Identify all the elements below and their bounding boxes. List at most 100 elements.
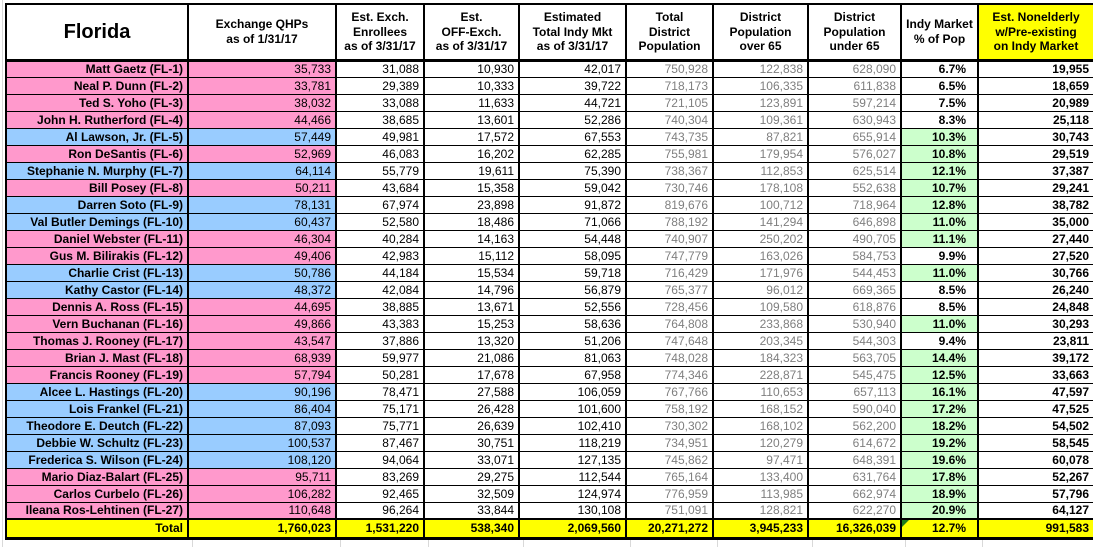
cell-est-total-indy-mkt[interactable]: 51,206 bbox=[518, 331, 627, 350]
cell-population-under-65[interactable]: 625,514 bbox=[807, 161, 902, 180]
total-est-exch-enrollees[interactable]: 1,531,220 bbox=[335, 518, 425, 540]
cell-population-over-65[interactable]: 122,838 bbox=[712, 59, 809, 78]
cell-est-off-exch[interactable]: 21,086 bbox=[423, 348, 520, 367]
cell-representative-name[interactable]: Ron DeSantis (FL-6) bbox=[5, 144, 189, 163]
cell-est-total-indy-mkt[interactable]: 44,721 bbox=[518, 93, 627, 112]
cell-exchange-qhps[interactable]: 49,406 bbox=[187, 246, 337, 265]
cell-exchange-qhps[interactable]: 44,466 bbox=[187, 110, 337, 129]
cell-population-over-65[interactable]: 97,471 bbox=[712, 450, 809, 469]
cell-indy-market-pct[interactable]: 8.5% bbox=[900, 297, 979, 316]
cell-est-exch-enrollees[interactable]: 44,184 bbox=[335, 263, 425, 282]
cell-est-nonelderly-preexisting[interactable]: 26,240 bbox=[977, 280, 1093, 299]
cell-est-nonelderly-preexisting[interactable]: 54,502 bbox=[977, 416, 1093, 435]
cell-exchange-qhps[interactable]: 50,786 bbox=[187, 263, 337, 282]
cell-indy-market-pct[interactable]: 11.1% bbox=[900, 229, 979, 248]
cell-est-total-indy-mkt[interactable]: 52,286 bbox=[518, 110, 627, 129]
cell-indy-market-pct[interactable]: 14.4% bbox=[900, 348, 979, 367]
cell-population-over-65[interactable]: 171,976 bbox=[712, 263, 809, 282]
cell-est-off-exch[interactable]: 11,633 bbox=[423, 93, 520, 112]
cell-total-district-population[interactable]: 755,981 bbox=[625, 144, 714, 163]
cell-est-exch-enrollees[interactable]: 46,083 bbox=[335, 144, 425, 163]
cell-population-over-65[interactable]: 109,580 bbox=[712, 297, 809, 316]
cell-representative-name[interactable]: Charlie Crist (FL-13) bbox=[5, 263, 189, 282]
cell-est-total-indy-mkt[interactable]: 81,063 bbox=[518, 348, 627, 367]
cell-est-nonelderly-preexisting[interactable]: 23,811 bbox=[977, 331, 1093, 350]
col-header-est-nonelderly-preexisting[interactable]: Est. Nonelderly w/Pre-existing on Indy M… bbox=[977, 3, 1093, 62]
cell-est-exch-enrollees[interactable]: 83,269 bbox=[335, 467, 425, 486]
cell-total-district-population[interactable]: 743,735 bbox=[625, 127, 714, 146]
cell-est-exch-enrollees[interactable]: 87,467 bbox=[335, 433, 425, 452]
cell-population-over-65[interactable]: 168,102 bbox=[712, 416, 809, 435]
cell-est-nonelderly-preexisting[interactable]: 47,597 bbox=[977, 382, 1093, 401]
cell-population-under-65[interactable]: 648,391 bbox=[807, 450, 902, 469]
cell-representative-name[interactable]: Mario Diaz-Balart (FL-25) bbox=[5, 467, 189, 486]
cell-population-over-65[interactable]: 163,026 bbox=[712, 246, 809, 265]
cell-est-nonelderly-preexisting[interactable]: 64,127 bbox=[977, 501, 1093, 520]
cell-est-exch-enrollees[interactable]: 38,685 bbox=[335, 110, 425, 129]
cell-est-nonelderly-preexisting[interactable]: 30,743 bbox=[977, 127, 1093, 146]
cell-est-off-exch[interactable]: 10,930 bbox=[423, 59, 520, 78]
cell-total-district-population[interactable]: 740,907 bbox=[625, 229, 714, 248]
cell-population-over-65[interactable]: 120,279 bbox=[712, 433, 809, 452]
state-title-cell[interactable]: Florida bbox=[5, 3, 189, 62]
cell-indy-market-pct[interactable]: 11.0% bbox=[900, 212, 979, 231]
cell-indy-market-pct[interactable]: 10.7% bbox=[900, 178, 979, 197]
cell-est-total-indy-mkt[interactable]: 102,410 bbox=[518, 416, 627, 435]
cell-representative-name[interactable]: Al Lawson, Jr. (FL-5) bbox=[5, 127, 189, 146]
cell-total-district-population[interactable]: 764,808 bbox=[625, 314, 714, 333]
cell-total-district-population[interactable]: 765,377 bbox=[625, 280, 714, 299]
cell-representative-name[interactable]: Carlos Curbelo (FL-26) bbox=[5, 484, 189, 503]
cell-total-district-population[interactable]: 738,367 bbox=[625, 161, 714, 180]
cell-est-nonelderly-preexisting[interactable]: 57,796 bbox=[977, 484, 1093, 503]
cell-population-under-65[interactable]: 646,898 bbox=[807, 212, 902, 231]
col-header-est-total-indy-mkt[interactable]: Estimated Total Indy Mkt as of 3/31/17 bbox=[518, 3, 627, 62]
cell-est-exch-enrollees[interactable]: 67,974 bbox=[335, 195, 425, 214]
cell-population-under-65[interactable]: 597,214 bbox=[807, 93, 902, 112]
cell-exchange-qhps[interactable]: 46,304 bbox=[187, 229, 337, 248]
cell-population-over-65[interactable]: 109,361 bbox=[712, 110, 809, 129]
cell-exchange-qhps[interactable]: 48,372 bbox=[187, 280, 337, 299]
cell-population-under-65[interactable]: 622,270 bbox=[807, 501, 902, 520]
cell-est-nonelderly-preexisting[interactable]: 58,545 bbox=[977, 433, 1093, 452]
cell-est-total-indy-mkt[interactable]: 58,095 bbox=[518, 246, 627, 265]
cell-population-under-65[interactable]: 614,672 bbox=[807, 433, 902, 452]
cell-representative-name[interactable]: John H. Rutherford (FL-4) bbox=[5, 110, 189, 129]
cell-est-exch-enrollees[interactable]: 38,885 bbox=[335, 297, 425, 316]
cell-est-total-indy-mkt[interactable]: 56,879 bbox=[518, 280, 627, 299]
cell-est-off-exch[interactable]: 15,112 bbox=[423, 246, 520, 265]
cell-population-over-65[interactable]: 228,871 bbox=[712, 365, 809, 384]
cell-est-exch-enrollees[interactable]: 92,465 bbox=[335, 484, 425, 503]
cell-population-under-65[interactable]: 657,113 bbox=[807, 382, 902, 401]
cell-representative-name[interactable]: Bill Posey (FL-8) bbox=[5, 178, 189, 197]
cell-est-total-indy-mkt[interactable]: 124,974 bbox=[518, 484, 627, 503]
cell-exchange-qhps[interactable]: 68,939 bbox=[187, 348, 337, 367]
cell-population-over-65[interactable]: 112,853 bbox=[712, 161, 809, 180]
cell-indy-market-pct[interactable]: 8.5% bbox=[900, 280, 979, 299]
cell-est-off-exch[interactable]: 32,509 bbox=[423, 484, 520, 503]
cell-est-nonelderly-preexisting[interactable]: 38,782 bbox=[977, 195, 1093, 214]
cell-representative-name[interactable]: Theodore E. Deutch (FL-22) bbox=[5, 416, 189, 435]
cell-est-off-exch[interactable]: 13,320 bbox=[423, 331, 520, 350]
cell-est-total-indy-mkt[interactable]: 71,066 bbox=[518, 212, 627, 231]
total-est-off-exch[interactable]: 538,340 bbox=[423, 518, 520, 540]
cell-est-total-indy-mkt[interactable]: 127,135 bbox=[518, 450, 627, 469]
cell-indy-market-pct[interactable]: 9.9% bbox=[900, 246, 979, 265]
cell-representative-name[interactable]: Kathy Castor (FL-14) bbox=[5, 280, 189, 299]
cell-indy-market-pct[interactable]: 18.9% bbox=[900, 484, 979, 503]
cell-est-nonelderly-preexisting[interactable]: 20,989 bbox=[977, 93, 1093, 112]
cell-total-district-population[interactable]: 730,746 bbox=[625, 178, 714, 197]
cell-est-off-exch[interactable]: 14,796 bbox=[423, 280, 520, 299]
cell-est-total-indy-mkt[interactable]: 130,108 bbox=[518, 501, 627, 520]
cell-est-off-exch[interactable]: 19,611 bbox=[423, 161, 520, 180]
cell-est-off-exch[interactable]: 26,428 bbox=[423, 399, 520, 418]
cell-est-exch-enrollees[interactable]: 33,088 bbox=[335, 93, 425, 112]
cell-total-district-population[interactable]: 776,959 bbox=[625, 484, 714, 503]
cell-indy-market-pct[interactable]: 19.6% bbox=[900, 450, 979, 469]
cell-representative-name[interactable]: Ted S. Yoho (FL-3) bbox=[5, 93, 189, 112]
cell-population-over-65[interactable]: 179,954 bbox=[712, 144, 809, 163]
cell-exchange-qhps[interactable]: 35,733 bbox=[187, 59, 337, 78]
cell-est-nonelderly-preexisting[interactable]: 37,387 bbox=[977, 161, 1093, 180]
cell-est-off-exch[interactable]: 13,601 bbox=[423, 110, 520, 129]
cell-est-nonelderly-preexisting[interactable]: 33,663 bbox=[977, 365, 1093, 384]
cell-est-off-exch[interactable]: 29,275 bbox=[423, 467, 520, 486]
